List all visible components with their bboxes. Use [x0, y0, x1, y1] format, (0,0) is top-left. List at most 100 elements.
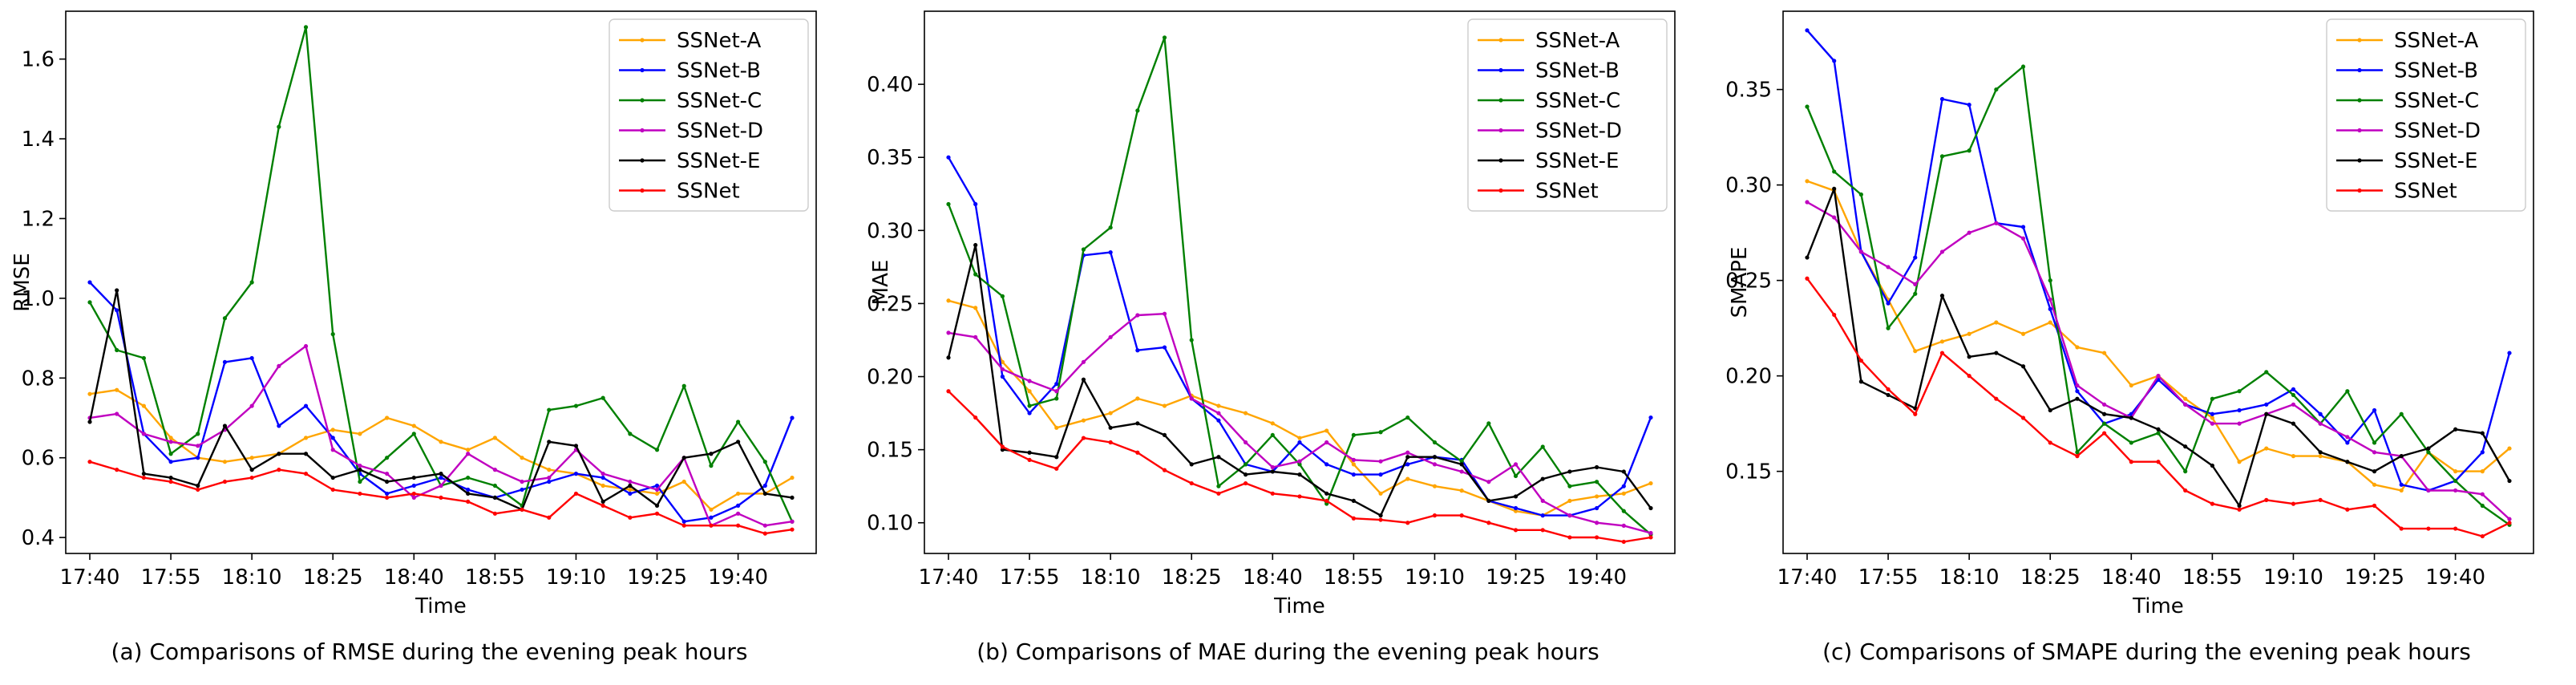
data-point-ssnet-c [601, 395, 605, 400]
data-point-ssnet-d [1027, 379, 1032, 383]
data-point-ssnet-a [2399, 488, 2404, 493]
data-point-ssnet-d [1486, 480, 1491, 484]
data-point-ssnet-e [168, 475, 173, 480]
data-point-ssnet-c [1967, 148, 1971, 153]
legend-marker-ssnet-b [640, 67, 645, 73]
data-point-ssnet-a [1108, 411, 1113, 415]
data-point-ssnet-b [1913, 255, 1918, 260]
data-point-ssnet-e [1832, 186, 1837, 191]
rmse-chart: 0.4 0.6 0.8 1.0 1.2 1.4 1.6 17:40 17:55 18:10 18:2… [10, 10, 817, 618]
data-point-ssnet [2264, 497, 2269, 502]
data-point-ssnet-d [654, 487, 660, 492]
data-point-ssnet-e [1994, 351, 1999, 355]
data-point-ssnet [1595, 535, 1599, 540]
data-point-ssnet [601, 503, 605, 508]
data-point-ssnet-c [1378, 430, 1383, 435]
data-point-ssnet [2372, 503, 2377, 509]
data-point-ssnet-b [520, 487, 524, 492]
data-point-ssnet [1621, 539, 1626, 545]
data-point-ssnet-d [2480, 492, 2485, 497]
data-point-ssnet [1939, 351, 1945, 355]
data-point-ssnet-e [1459, 462, 1464, 467]
legend-marker-ssnet-d [1498, 128, 1503, 133]
legend-marker-ssnet-a [640, 38, 645, 43]
data-point-ssnet-b [2372, 407, 2377, 413]
data-point-ssnet-a [385, 415, 390, 420]
data-point-ssnet-b [168, 460, 173, 464]
legend-label-ssnet: SSNet [677, 180, 740, 204]
data-point-ssnet [466, 499, 471, 504]
data-point-ssnet-a [1135, 396, 1140, 401]
data-point-ssnet-b [2237, 407, 2242, 413]
x-tick-label: 18:10 [1939, 565, 2000, 590]
data-point-ssnet-c [2129, 440, 2133, 445]
data-point-ssnet-d [2020, 236, 2026, 241]
x-tick-label: 17:40 [919, 565, 979, 590]
data-point-ssnet-d [601, 471, 605, 476]
legend-marker-ssnet-d [640, 128, 645, 133]
legend-label-ssnet-b: SSNet-B [1535, 59, 1620, 83]
data-point-ssnet-b [466, 487, 471, 492]
data-point-ssnet-b [2048, 306, 2052, 311]
data-point-ssnet-d [303, 343, 309, 349]
data-point-ssnet-c [141, 355, 146, 361]
data-point-ssnet-e [709, 452, 714, 456]
x-tick-label: 19:25 [2344, 565, 2404, 590]
x-tick-label: 18:40 [1243, 565, 1303, 590]
legend-label-ssnet-e: SSNet-E [2394, 149, 2477, 173]
data-point-ssnet-a [1939, 339, 1945, 344]
data-point-ssnet [654, 511, 660, 516]
data-point-ssnet-c [736, 420, 741, 424]
data-point-ssnet-e [1135, 421, 1140, 426]
data-point-ssnet-c [1805, 104, 1810, 109]
data-point-ssnet-d [2237, 421, 2242, 426]
x-tick-label: 19:10 [546, 565, 606, 590]
data-point-ssnet-a [492, 436, 497, 440]
data-point-ssnet [87, 460, 92, 464]
data-point-ssnet-c [385, 456, 390, 460]
x-tick-label: 18:40 [2101, 565, 2161, 590]
data-point-ssnet [2318, 497, 2323, 502]
y-tick-label: 0.25 [1725, 270, 1772, 294]
data-point-ssnet [1270, 491, 1275, 496]
data-point-ssnet-c [2291, 392, 2296, 398]
data-point-ssnet-d [1648, 530, 1653, 536]
data-point-ssnet-e [2020, 364, 2026, 369]
data-point-ssnet-e [1648, 505, 1653, 511]
data-point-ssnet-d [1567, 513, 1572, 518]
data-point-ssnet-c [1540, 444, 1545, 449]
x-tick-label: 18:55 [2182, 565, 2242, 590]
data-point-ssnet-e [601, 499, 605, 504]
data-point-ssnet-d [2372, 450, 2377, 455]
smape-chart: 0.15 0.20 0.25 0.30 0.35 17:40 17:55 18:10 18:25… [1725, 10, 2534, 618]
data-point-ssnet-c [1216, 484, 1221, 488]
data-point-ssnet-b [790, 415, 795, 420]
data-point-ssnet-e [2291, 421, 2296, 426]
data-point-ssnet-a [973, 306, 978, 310]
data-point-ssnet-d [973, 334, 978, 339]
data-point-ssnet-a [1648, 480, 1653, 486]
legend-marker-ssnet-e [2357, 158, 2362, 163]
data-point-ssnet-a [1297, 436, 1302, 440]
legend-label-ssnet-d: SSNet-D [1535, 120, 1622, 144]
data-point-ssnet-a [2291, 454, 2296, 459]
data-point-ssnet-c [1621, 509, 1626, 513]
panel-rmse: 0.4 0.6 0.8 1.0 1.2 1.4 1.6 17:40 17:55 18:10 18:2… [0, 0, 859, 685]
data-point-ssnet-a [2237, 460, 2242, 464]
data-point-ssnet-a [141, 403, 146, 408]
y-tick-label: 0.6 [22, 447, 55, 471]
y-tick-label: 0.15 [867, 439, 913, 463]
data-point-ssnet [1216, 491, 1221, 496]
plot-frame [1782, 10, 2534, 554]
data-point-ssnet [1513, 528, 1519, 533]
data-point-ssnet [762, 531, 767, 536]
data-point-ssnet-e [358, 468, 362, 472]
y-tick-label: 0.30 [1725, 174, 1772, 198]
data-point-ssnet-d [520, 479, 524, 484]
data-point-ssnet-d [277, 363, 281, 368]
data-point-ssnet-c [1459, 459, 1464, 464]
data-point-ssnet-e [141, 471, 146, 476]
data-point-ssnet-c [2048, 278, 2052, 283]
data-point-ssnet-e [277, 452, 281, 456]
data-point-ssnet-b [1648, 415, 1653, 420]
